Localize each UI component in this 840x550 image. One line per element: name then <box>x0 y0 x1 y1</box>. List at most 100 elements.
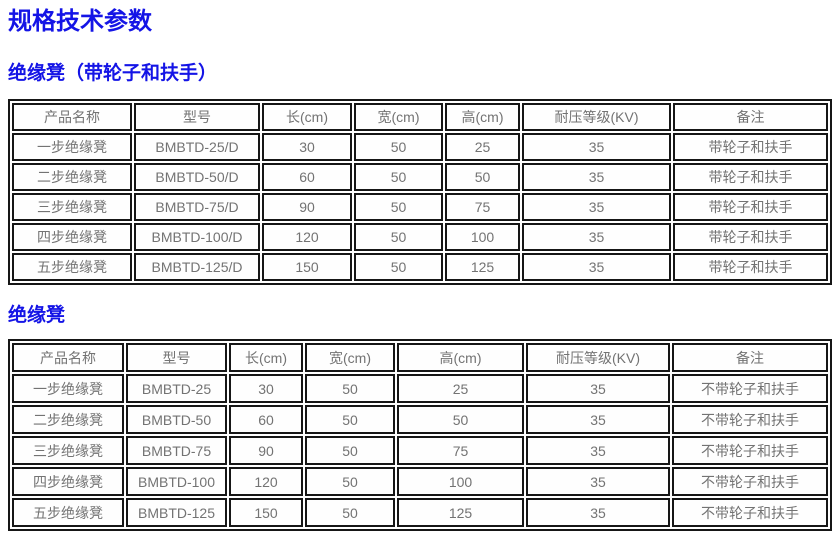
table-cell: 35 <box>522 223 671 251</box>
table-cell: 35 <box>522 193 671 221</box>
table-cell: 50 <box>397 405 524 434</box>
table-cell: 三步绝缘凳 <box>12 436 124 465</box>
table-cell: BMBTD-25 <box>126 374 227 403</box>
table-cell: 90 <box>262 193 352 221</box>
table-cell: 100 <box>445 223 520 251</box>
table-cell: 带轮子和扶手 <box>673 253 828 281</box>
header-cell-remark: 备注 <box>673 103 828 131</box>
table-cell: 50 <box>354 223 443 251</box>
table-cell: 35 <box>526 498 670 527</box>
table-cell: 带轮子和扶手 <box>673 223 828 251</box>
header-cell-remark: 备注 <box>672 343 828 372</box>
table-row: 三步绝缘凳 BMBTD-75 90 50 75 35 不带轮子和扶手 <box>12 436 828 465</box>
table-cell: 三步绝缘凳 <box>12 193 132 221</box>
spec-table-plain: 产品名称 型号 长(cm) 宽(cm) 高(cm) 耐压等级(KV) 备注 一步… <box>8 339 832 531</box>
table-row: 一步绝缘凳 BMBTD-25 30 50 25 35 不带轮子和扶手 <box>12 374 828 403</box>
table-cell: 90 <box>229 436 303 465</box>
table-cell: 带轮子和扶手 <box>673 163 828 191</box>
table-row: 四步绝缘凳 BMBTD-100/D 120 50 100 35 带轮子和扶手 <box>12 223 828 251</box>
table-cell: 不带轮子和扶手 <box>672 405 828 434</box>
table-cell: 75 <box>445 193 520 221</box>
table-cell: 五步绝缘凳 <box>12 253 132 281</box>
table-cell: 150 <box>229 498 303 527</box>
table-cell: 125 <box>445 253 520 281</box>
table-header-row: 产品名称 型号 长(cm) 宽(cm) 高(cm) 耐压等级(KV) 备注 <box>12 103 828 131</box>
table-cell: 120 <box>229 467 303 496</box>
table-row: 一步绝缘凳 BMBTD-25/D 30 50 25 35 带轮子和扶手 <box>12 133 828 161</box>
header-cell-model: 型号 <box>134 103 260 131</box>
table-cell: 50 <box>445 163 520 191</box>
table-cell: 50 <box>305 405 395 434</box>
table-cell: 35 <box>522 163 671 191</box>
table-cell: BMBTD-125/D <box>134 253 260 281</box>
header-cell-product: 产品名称 <box>12 103 132 131</box>
table-header-row: 产品名称 型号 长(cm) 宽(cm) 高(cm) 耐压等级(KV) 备注 <box>12 343 828 372</box>
table-cell: 50 <box>354 163 443 191</box>
section1-heading: 绝缘凳（带轮子和扶手） <box>8 63 218 84</box>
table-cell: 60 <box>262 163 352 191</box>
table-cell: 不带轮子和扶手 <box>672 436 828 465</box>
table-cell: 带轮子和扶手 <box>673 193 828 221</box>
table-cell: 35 <box>526 405 670 434</box>
table-cell: 50 <box>305 498 395 527</box>
table-row: 三步绝缘凳 BMBTD-75/D 90 50 75 35 带轮子和扶手 <box>12 193 828 221</box>
table-cell: 125 <box>397 498 524 527</box>
table-cell: 不带轮子和扶手 <box>672 467 828 496</box>
table-row: 四步绝缘凳 BMBTD-100 120 50 100 35 不带轮子和扶手 <box>12 467 828 496</box>
table-cell: 50 <box>354 253 443 281</box>
table-cell: 100 <box>397 467 524 496</box>
table-cell: 35 <box>526 467 670 496</box>
table-cell: BMBTD-125 <box>126 498 227 527</box>
table-cell: 50 <box>354 193 443 221</box>
table-cell: 35 <box>522 253 671 281</box>
table-cell: BMBTD-50 <box>126 405 227 434</box>
table-row: 五步绝缘凳 BMBTD-125 150 50 125 35 不带轮子和扶手 <box>12 498 828 527</box>
header-cell-width: 宽(cm) <box>354 103 443 131</box>
table-cell: 不带轮子和扶手 <box>672 498 828 527</box>
table-cell: 30 <box>229 374 303 403</box>
table-cell: 带轮子和扶手 <box>673 133 828 161</box>
table-cell: 25 <box>445 133 520 161</box>
header-cell-height: 高(cm) <box>445 103 520 131</box>
table-cell: 二步绝缘凳 <box>12 163 132 191</box>
table-cell: 二步绝缘凳 <box>12 405 124 434</box>
table-cell: 四步绝缘凳 <box>12 467 124 496</box>
table-cell: BMBTD-50/D <box>134 163 260 191</box>
table-row: 二步绝缘凳 BMBTD-50/D 60 50 50 35 带轮子和扶手 <box>12 163 828 191</box>
spec-table-with-wheels: 产品名称 型号 长(cm) 宽(cm) 高(cm) 耐压等级(KV) 备注 一步… <box>8 99 832 285</box>
header-cell-voltage: 耐压等级(KV) <box>526 343 670 372</box>
header-cell-length: 长(cm) <box>229 343 303 372</box>
table-cell: BMBTD-25/D <box>134 133 260 161</box>
table-cell: BMBTD-75 <box>126 436 227 465</box>
table-cell: 35 <box>522 133 671 161</box>
header-cell-width: 宽(cm) <box>305 343 395 372</box>
table-row: 二步绝缘凳 BMBTD-50 60 50 50 35 不带轮子和扶手 <box>12 405 828 434</box>
table-row: 五步绝缘凳 BMBTD-125/D 150 50 125 35 带轮子和扶手 <box>12 253 828 281</box>
table-cell: 35 <box>526 374 670 403</box>
page-title: 规格技术参数 <box>8 9 152 35</box>
table-cell: 30 <box>262 133 352 161</box>
header-cell-height: 高(cm) <box>397 343 524 372</box>
table-cell: BMBTD-75/D <box>134 193 260 221</box>
header-cell-model: 型号 <box>126 343 227 372</box>
table-cell: 不带轮子和扶手 <box>672 374 828 403</box>
header-cell-length: 长(cm) <box>262 103 352 131</box>
table-cell: 25 <box>397 374 524 403</box>
table-cell: 60 <box>229 405 303 434</box>
table-cell: BMBTD-100 <box>126 467 227 496</box>
table-cell: 五步绝缘凳 <box>12 498 124 527</box>
table-cell: 一步绝缘凳 <box>12 133 132 161</box>
header-cell-product: 产品名称 <box>12 343 124 372</box>
table-cell: 150 <box>262 253 352 281</box>
table-cell: 50 <box>305 374 395 403</box>
section2-heading: 绝缘凳 <box>8 305 66 326</box>
table-cell: BMBTD-100/D <box>134 223 260 251</box>
table-cell: 75 <box>397 436 524 465</box>
table-cell: 50 <box>305 436 395 465</box>
spec-page: 规格技术参数 绝缘凳（带轮子和扶手） 产品名称 型号 长(cm) 宽(cm) 高… <box>8 9 832 531</box>
table-cell: 120 <box>262 223 352 251</box>
table-cell: 四步绝缘凳 <box>12 223 132 251</box>
table-cell: 一步绝缘凳 <box>12 374 124 403</box>
table-cell: 35 <box>526 436 670 465</box>
table-cell: 50 <box>354 133 443 161</box>
